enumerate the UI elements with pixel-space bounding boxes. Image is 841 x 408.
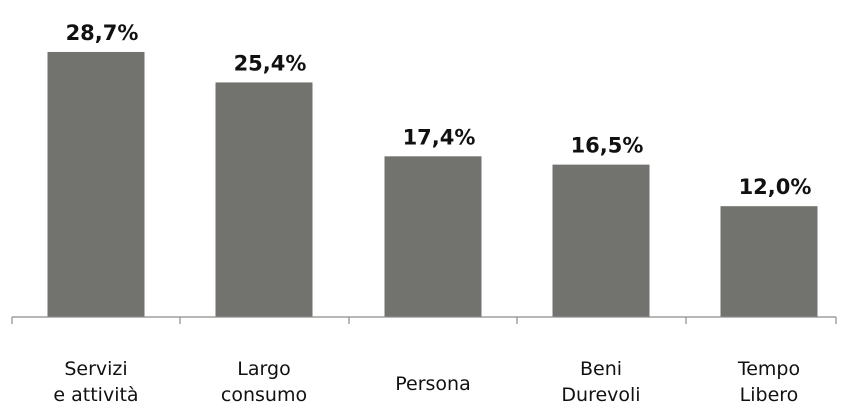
category-label-line: Largo xyxy=(237,358,290,380)
category-label-line: Tempo xyxy=(737,358,800,380)
bar xyxy=(384,156,482,317)
category-label: Tempo Libero xyxy=(737,358,800,406)
category-label-line: Persona xyxy=(395,373,471,395)
bar xyxy=(47,51,145,317)
category-label: Largo consumo xyxy=(221,358,307,406)
category-labels-group: Servizi e attività Largo consumo Persona Beni… xyxy=(53,358,800,406)
category-label-line: Servizi xyxy=(64,358,127,380)
category-label-line: e attività xyxy=(53,384,138,406)
category-label-line: Beni xyxy=(580,358,622,380)
data-label: 12,0% xyxy=(739,175,812,199)
data-label: 28,7% xyxy=(66,21,139,45)
bars-group xyxy=(47,51,818,317)
bar xyxy=(552,164,650,317)
category-label: Servizi e attività xyxy=(53,358,138,406)
category-label-line: consumo xyxy=(221,384,307,406)
category-label: Persona xyxy=(395,373,471,395)
category-label-line: Libero xyxy=(740,384,799,406)
category-label: Beni Durevoli xyxy=(561,358,640,406)
bar xyxy=(720,206,818,317)
x-axis xyxy=(11,316,837,324)
bar xyxy=(215,82,313,317)
data-labels-group: 28,7% 25,4% 17,4% 16,5% 12,0% xyxy=(66,21,812,199)
data-label: 16,5% xyxy=(571,134,644,158)
category-label-line: Durevoli xyxy=(561,384,640,406)
data-label: 17,4% xyxy=(403,125,476,149)
data-label: 25,4% xyxy=(234,51,307,75)
